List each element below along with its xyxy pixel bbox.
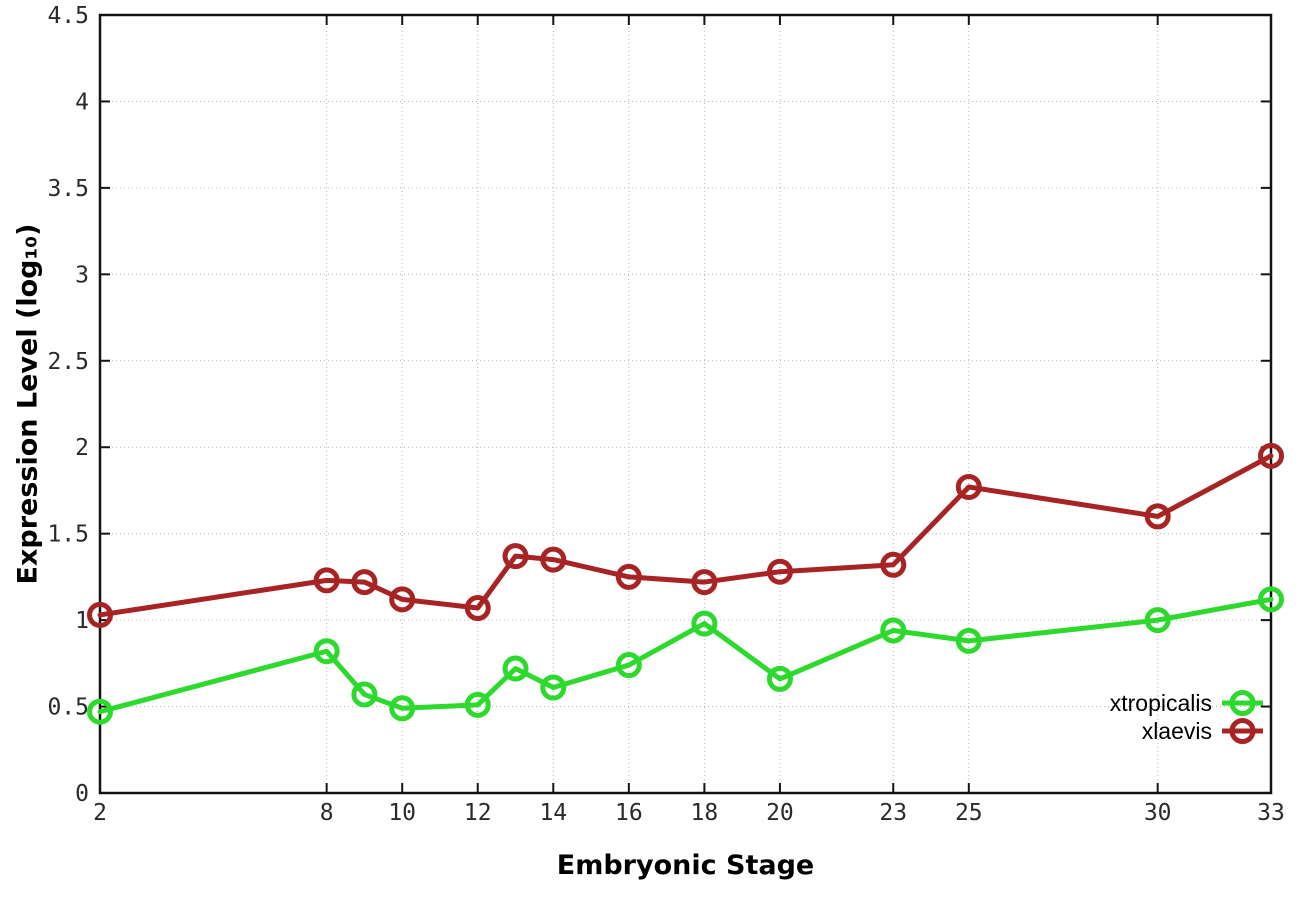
data-point-xlaevis bbox=[351, 569, 378, 596]
data-point-xtropicalis bbox=[351, 681, 378, 708]
data-point-xlaevis bbox=[502, 543, 529, 570]
x-tick-label: 25 bbox=[955, 800, 983, 826]
data-point-xlaevis bbox=[615, 563, 642, 590]
x-tick-label: 33 bbox=[1257, 800, 1285, 826]
data-point-xlaevis bbox=[87, 601, 113, 628]
legend-sample-marker-xtropicalis bbox=[1229, 690, 1256, 716]
y-tick-label: 0 bbox=[75, 781, 89, 807]
y-tick-label: 3 bbox=[75, 262, 89, 288]
x-tick-label: 30 bbox=[1144, 800, 1172, 826]
series-line-xtropicalis bbox=[97, 596, 1274, 715]
data-point-xtropicalis bbox=[1258, 586, 1284, 613]
x-tick-label: 16 bbox=[615, 800, 643, 826]
x-tick-label: 12 bbox=[464, 800, 492, 826]
data-point-xtropicalis bbox=[540, 674, 567, 701]
x-tick-label: 8 bbox=[320, 800, 334, 826]
y-tick-label: 4.5 bbox=[47, 3, 89, 29]
data-point-xlaevis bbox=[464, 595, 491, 622]
data-point-xlaevis bbox=[313, 567, 340, 594]
x-tick-label: 18 bbox=[691, 800, 719, 826]
data-point-xtropicalis bbox=[389, 695, 416, 722]
y-tick-label: 3.5 bbox=[47, 176, 89, 202]
legend-label-xtropicalis: xtropicalis bbox=[1110, 690, 1212, 716]
data-point-xlaevis bbox=[691, 569, 718, 596]
data-point-xtropicalis bbox=[880, 617, 907, 644]
data-point-xlaevis bbox=[766, 558, 793, 585]
x-axis-title: Embryonic Stage bbox=[556, 850, 815, 881]
data-point-xtropicalis bbox=[691, 610, 718, 637]
x-tick-label: 2 bbox=[93, 800, 107, 826]
data-point-xtropicalis bbox=[766, 665, 793, 692]
data-point-xlaevis bbox=[1144, 503, 1171, 530]
data-point-xtropicalis bbox=[955, 627, 982, 654]
y-tick-label: 1.5 bbox=[47, 522, 89, 548]
x-tick-label: 20 bbox=[766, 800, 794, 826]
data-point-xtropicalis bbox=[1144, 607, 1171, 634]
y-tick-label: 2 bbox=[75, 435, 89, 461]
y-axis-title: Expression Level (log₁₀) bbox=[12, 223, 44, 585]
legend-sample-marker-xlaevis bbox=[1229, 718, 1256, 744]
x-tick-label: 23 bbox=[879, 800, 907, 826]
data-point-xlaevis bbox=[389, 586, 416, 613]
data-point-xtropicalis bbox=[502, 655, 529, 682]
data-point-xlaevis bbox=[1258, 442, 1284, 469]
data-point-xlaevis bbox=[955, 473, 982, 500]
x-tick-label: 14 bbox=[539, 800, 567, 826]
series-line-xlaevis bbox=[97, 453, 1274, 618]
y-tick-label: 4 bbox=[75, 89, 89, 115]
data-point-xtropicalis bbox=[464, 691, 491, 718]
data-point-xtropicalis bbox=[313, 638, 340, 665]
legend-label-xlaevis: xlaevis bbox=[1142, 718, 1212, 744]
plot-border bbox=[98, 13, 1273, 795]
y-tick-label: 1 bbox=[75, 608, 89, 634]
data-point-xlaevis bbox=[540, 546, 567, 573]
data-point-xlaevis bbox=[880, 551, 907, 578]
data-point-xtropicalis bbox=[87, 698, 113, 725]
y-tick-label: 0.5 bbox=[47, 695, 89, 721]
y-tick-label: 2.5 bbox=[47, 349, 89, 375]
x-tick-label: 10 bbox=[388, 800, 416, 826]
data-point-xtropicalis bbox=[615, 652, 642, 679]
